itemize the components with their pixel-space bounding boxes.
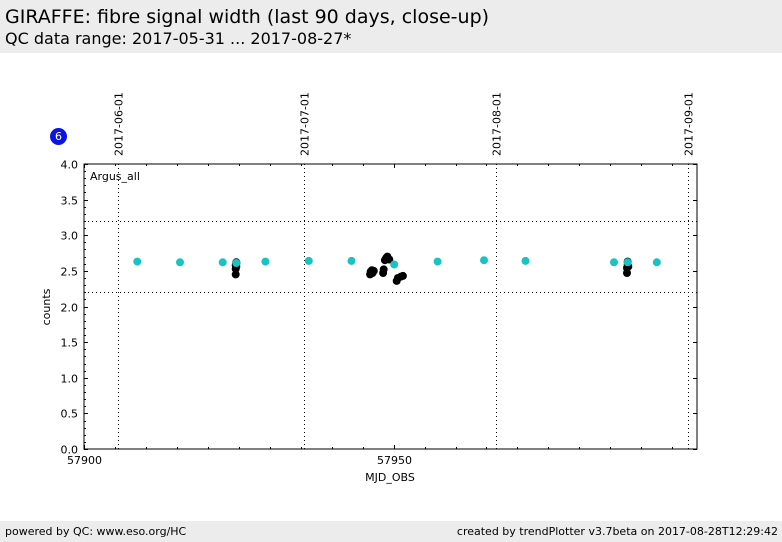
data-point-series-1 [232, 259, 241, 267]
date-marker-label: 2017-08-01 [491, 92, 504, 156]
y-tick-label: 3.0 [61, 230, 79, 243]
data-point-series-0 [369, 266, 378, 275]
date-marker-label: 2017-07-01 [299, 92, 312, 156]
data-point-series-1 [347, 256, 356, 265]
y-tick-label: 4.0 [61, 159, 79, 172]
data-point-series-0 [385, 255, 394, 264]
date-marker-label: 2017-09-01 [683, 92, 696, 156]
data-point-series-1 [218, 258, 227, 267]
y-tick-label: 3.5 [61, 195, 79, 208]
y-tick-label: 2.5 [61, 266, 79, 279]
date-marker-label: 2017-06-01 [113, 92, 126, 156]
data-point-series-1 [390, 260, 399, 269]
footer-powered-by: powered by QC: www.eso.org/HC [5, 525, 187, 538]
data-point-series-1 [304, 256, 313, 265]
data-point-series-1 [133, 257, 142, 266]
y-tick-label: 1.0 [61, 373, 79, 386]
x-axis-label: MJD_OBS [365, 471, 415, 484]
data-point-series-0 [231, 270, 240, 279]
data-point-series-1 [521, 256, 530, 265]
data-point-series-0 [398, 271, 407, 280]
x-tick-label: 57900 [67, 454, 102, 467]
plot-number-badge: 6 [50, 128, 67, 145]
data-point-series-1 [480, 256, 488, 265]
data-point-series-1 [610, 258, 618, 267]
y-tick-label: 0.5 [61, 408, 79, 421]
header-bar: GIRAFFE: fibre signal width (last 90 day… [0, 0, 782, 53]
y-axis-label: counts [40, 288, 53, 325]
plot-frame [83, 163, 698, 450]
x-tick-label: 57950 [377, 454, 412, 467]
data-point-series-0 [379, 265, 388, 274]
data-point-series-1 [433, 257, 442, 266]
data-point-series-1 [261, 257, 270, 266]
data-point-series-1 [176, 258, 184, 267]
data-point-series-1 [623, 258, 632, 267]
y-tick-label: 1.5 [61, 337, 79, 350]
page-title: GIRAFFE: fibre signal width (last 90 day… [5, 6, 490, 28]
page-subtitle: QC data range: 2017-05-31 ... 2017-08-27… [5, 29, 352, 48]
footer-created-by: created by trendPlotter v3.7beta on 2017… [456, 525, 778, 538]
data-point-series-1 [652, 258, 661, 267]
y-tick-label: 0.0 [61, 444, 79, 457]
panel-label: Argus_all [90, 170, 140, 183]
y-tick-label: 2.0 [61, 302, 79, 315]
footer-bar: powered by QC: www.eso.org/HC created by… [0, 521, 782, 542]
